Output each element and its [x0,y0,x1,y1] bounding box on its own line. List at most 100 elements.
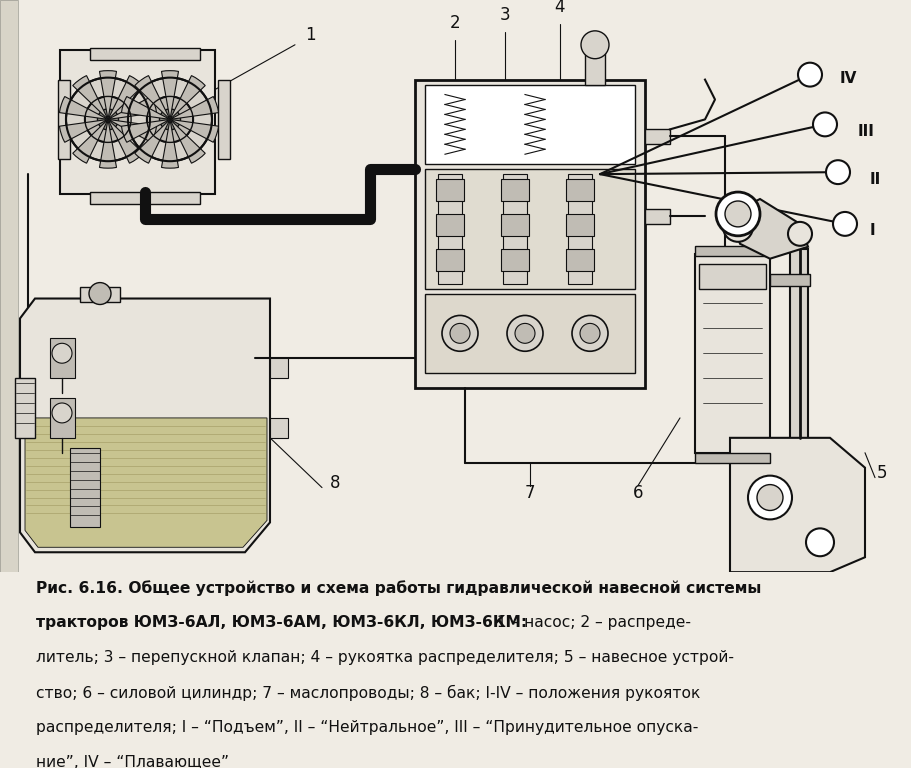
Text: 4: 4 [554,0,565,16]
Text: 1: 1 [304,26,315,44]
Text: 7: 7 [524,484,535,502]
Wedge shape [121,97,169,119]
Bar [425,293,634,373]
Bar [218,80,230,159]
Bar [698,263,765,289]
Circle shape [66,78,149,161]
Circle shape [515,323,535,343]
Wedge shape [107,119,143,164]
Bar [80,286,120,302]
Circle shape [579,323,599,343]
Circle shape [85,97,131,142]
Bar [500,249,528,270]
Text: тракторов ЮМЗ-6АЛ, ЮМЗ-6АМ, ЮМЗ-6КЛ, ЮМЗ-6КМ:: тракторов ЮМЗ-6АЛ, ЮМЗ-6АМ, ЮМЗ-6КЛ, ЮМЗ… [36,615,527,631]
Polygon shape [20,299,270,552]
Bar [70,448,100,528]
Wedge shape [59,119,107,142]
Polygon shape [729,199,807,259]
Bar [694,453,769,462]
Circle shape [128,78,211,161]
Circle shape [571,316,608,351]
Circle shape [97,109,118,130]
Circle shape [812,112,836,137]
Bar [270,418,288,438]
Text: 3: 3 [499,6,510,24]
Circle shape [52,343,72,363]
Circle shape [832,212,856,236]
Text: 6: 6 [632,484,642,502]
Text: I: I [869,223,875,238]
Bar [503,174,527,283]
Circle shape [147,97,193,142]
Text: литель; 3 – перепускной клапан; 4 – рукоятка распределителя; 5 – навесное устрой: литель; 3 – перепускной клапан; 4 – руко… [36,650,733,665]
Circle shape [159,109,180,130]
Bar [50,398,75,438]
Bar [50,339,75,378]
Text: ство; 6 – силовой цилиндр; 7 – маслопроводы; 8 – бак; I-IV – положения рукояток: ство; 6 – силовой цилиндр; 7 – маслопров… [36,685,700,701]
Bar [415,80,644,388]
Circle shape [715,192,759,236]
Wedge shape [161,71,179,119]
Bar [644,209,670,224]
Wedge shape [107,97,157,119]
Bar [437,174,462,283]
Bar [644,129,670,144]
Bar [500,179,528,201]
Bar [425,169,634,289]
Circle shape [825,161,849,184]
Text: Рис. 6.16. Общее устройство и схема работы гидравлической навесной системы: Рис. 6.16. Общее устройство и схема рабо… [36,581,761,596]
Wedge shape [169,97,219,119]
Text: 8: 8 [330,474,340,492]
Polygon shape [25,418,267,548]
Wedge shape [169,119,205,164]
Text: II: II [869,171,880,187]
Wedge shape [73,75,107,119]
Wedge shape [107,75,143,119]
Circle shape [52,403,72,423]
Text: III: III [857,124,874,139]
Text: распределителя; I – “Подъем”, II – “Нейтральное”, III – “Принудительное опуска-: распределителя; I – “Подъем”, II – “Нейт… [36,720,698,735]
Bar [694,246,769,256]
Text: 2: 2 [449,14,460,31]
Bar [0,0,18,572]
Wedge shape [135,119,169,164]
Circle shape [507,316,542,351]
Bar [789,249,807,538]
Bar [435,214,464,236]
Bar [15,378,35,438]
Text: IV: IV [839,71,856,86]
Circle shape [756,485,783,511]
Bar [60,50,215,194]
Bar [769,273,809,286]
Circle shape [722,212,752,242]
Text: 5: 5 [875,464,886,482]
Bar [270,358,288,378]
Bar [425,84,634,164]
Text: ние”, IV – “Плавающее”: ние”, IV – “Плавающее” [36,755,229,768]
Polygon shape [729,438,864,572]
Circle shape [805,528,833,556]
Wedge shape [99,119,117,168]
Text: 1 – насос; 2 – распреде-: 1 – насос; 2 – распреде- [491,615,690,631]
Bar [90,48,200,60]
Circle shape [89,283,111,304]
Bar [566,179,593,201]
Circle shape [787,222,811,246]
Wedge shape [169,75,205,119]
Wedge shape [59,97,107,119]
Bar [566,249,593,270]
Bar [584,45,604,84]
Circle shape [747,475,791,519]
Wedge shape [107,119,157,142]
Bar [435,179,464,201]
Wedge shape [169,119,219,142]
Bar [500,214,528,236]
Circle shape [449,323,469,343]
Bar [568,174,591,283]
Bar [90,192,200,204]
Circle shape [724,201,750,227]
Bar [0,0,18,572]
Wedge shape [73,119,107,164]
Wedge shape [135,75,169,119]
Bar [566,214,593,236]
